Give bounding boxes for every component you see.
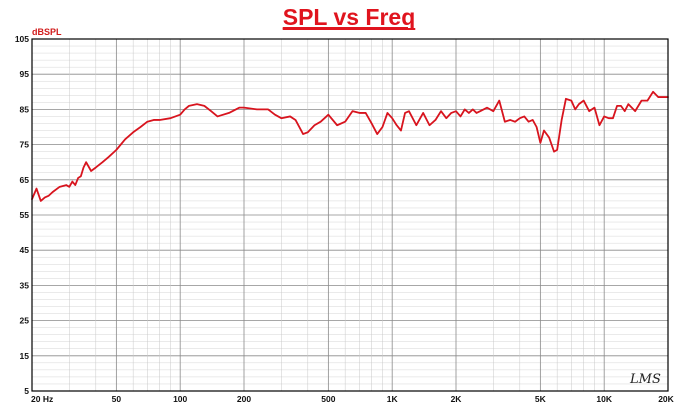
y-tick-label: 15 [20,351,30,361]
lms-watermark: LMS [629,372,661,387]
y-axis-label: dBSPL [32,27,62,37]
y-tick-label: 65 [20,175,30,185]
y-tick-labels: 105 95 85 75 65 55 45 35 25 15 5 [15,34,29,396]
y-tick-label: 45 [20,245,30,255]
x-tick-label: 50 [112,394,122,404]
x-tick-label: 20 Hz [31,394,53,404]
series-group [31,90,669,202]
y-tick-label: 105 [15,34,29,44]
y-tick-label: 95 [20,69,30,79]
y-tick-label: 75 [20,140,30,150]
x-tick-label: 10K [596,394,612,404]
y-tick-label: 35 [20,280,30,290]
x-tick-label: 100 [173,394,187,404]
x-tick-labels: 20 Hz 50 100 200 500 1K 2K 5K 10K 20K [31,394,675,404]
y-tick-label: 85 [20,104,30,114]
x-tick-label: 500 [321,394,335,404]
grid [32,39,668,391]
x-tick-label: 5K [535,394,547,404]
chart-title: SPL vs Freq [283,4,416,30]
series-line-0 [31,90,669,202]
y-tick-label: 55 [20,210,30,220]
x-tick-label: 2K [451,394,463,404]
y-tick-label: 5 [24,386,29,396]
plot-frame [31,38,669,392]
x-tick-label: 1K [387,394,399,404]
x-tick-label: 20K [658,394,674,404]
x-tick-label: 200 [237,394,251,404]
y-tick-label: 25 [20,316,30,326]
